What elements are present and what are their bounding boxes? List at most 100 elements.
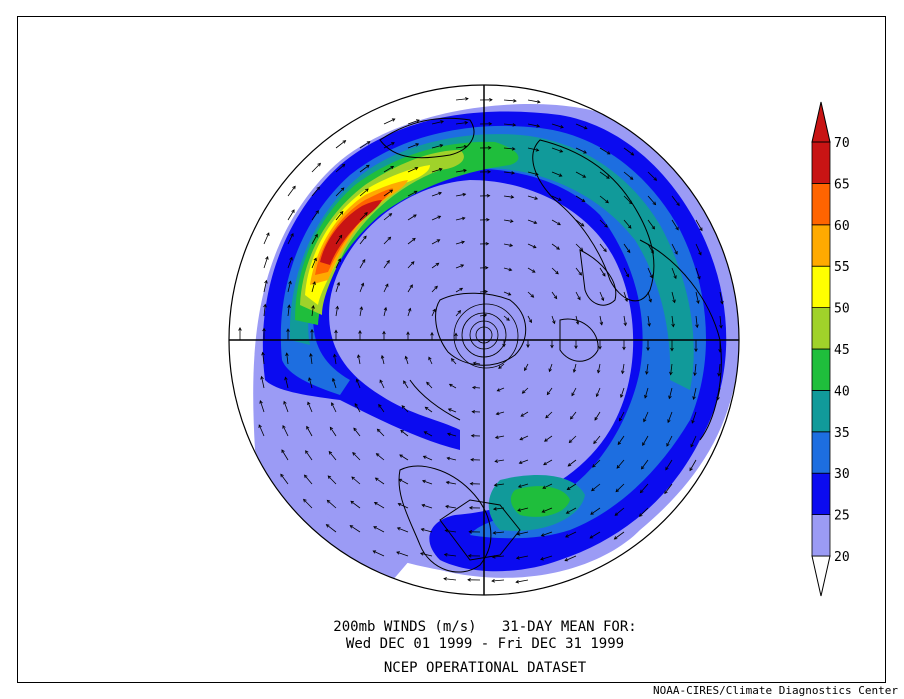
wind-vector	[397, 527, 409, 533]
wind-vector	[332, 378, 337, 389]
wind-vector	[383, 142, 395, 149]
wind-vector	[551, 171, 562, 177]
wind-vector-head	[335, 305, 339, 310]
wind-vector	[287, 257, 293, 269]
wind-vector-head	[630, 152, 635, 156]
wind-vector	[694, 363, 697, 376]
wind-vector-head	[290, 232, 294, 237]
wind-vector-head	[557, 197, 562, 201]
wind-vector	[407, 308, 411, 317]
wind-vector-head	[498, 365, 502, 369]
wind-vector-head	[316, 186, 321, 191]
wind-vector-head	[391, 142, 395, 146]
wind-vector	[503, 99, 517, 102]
wind-vector	[503, 267, 512, 271]
wind-vector-head	[386, 259, 390, 264]
wind-vector	[287, 233, 294, 245]
wind-vector-head	[536, 124, 541, 128]
wind-vector	[642, 435, 649, 446]
wind-vector-head	[337, 258, 341, 262]
wind-vector	[567, 459, 577, 467]
wind-vector	[308, 377, 313, 389]
wind-vector	[263, 232, 270, 245]
wind-vector	[455, 241, 465, 245]
wind-vector-head	[565, 510, 570, 514]
wind-vector	[594, 411, 601, 421]
wind-vector	[407, 167, 418, 173]
colorbar-box	[811, 431, 831, 474]
wind-vector-head	[406, 331, 410, 335]
wind-vector-head	[582, 174, 587, 178]
wind-vector	[551, 147, 563, 153]
wind-vector	[359, 141, 371, 149]
wind-vector-head	[535, 148, 540, 152]
wind-vector-head	[494, 435, 499, 439]
wind-vector	[359, 259, 366, 269]
wind-vector	[383, 189, 393, 197]
wind-vector	[283, 401, 289, 413]
wind-vector	[647, 315, 650, 327]
wind-vector-head	[509, 243, 514, 247]
wind-vector-head	[545, 414, 549, 419]
wind-vector-head	[494, 459, 499, 463]
wind-vector-head	[643, 418, 647, 423]
wind-vector-head	[672, 299, 676, 304]
wind-vector	[589, 531, 601, 539]
wind-vector	[431, 168, 443, 173]
wind-vector-head	[398, 478, 403, 483]
wind-vector-head	[598, 346, 602, 350]
wind-vector	[311, 281, 316, 293]
wind-vector-head	[448, 383, 453, 388]
wind-vector-head	[645, 371, 649, 375]
wind-vector-head	[265, 255, 269, 260]
wind-vector	[311, 210, 319, 221]
wind-vector-head	[519, 436, 524, 441]
wind-vector	[303, 499, 313, 509]
wind-vector-head	[399, 454, 403, 458]
wind-vector	[398, 478, 409, 485]
wind-vector-head	[495, 411, 500, 416]
wind-vector	[423, 455, 433, 461]
wind-vector	[381, 355, 385, 365]
wind-vector	[334, 354, 337, 365]
wind-vector-head	[366, 164, 370, 169]
wind-vector-head	[445, 480, 450, 485]
wind-vector-head	[568, 439, 573, 444]
wind-vector-head	[327, 475, 332, 480]
wind-vector	[503, 243, 513, 247]
wind-vector-head	[415, 143, 420, 147]
wind-vector-head	[444, 529, 449, 533]
wind-vector-head	[462, 192, 467, 197]
wind-vector	[472, 387, 481, 389]
wind-vector	[671, 195, 680, 206]
wind-vector-head	[575, 321, 580, 325]
wind-vector-head	[622, 346, 626, 351]
wind-vector	[575, 171, 586, 178]
wind-vector-head	[646, 347, 650, 351]
wind-vector	[620, 387, 625, 398]
wind-vector	[569, 435, 577, 443]
polar-contours	[453, 303, 519, 369]
wind-vector-head	[668, 395, 672, 400]
wind-vector	[431, 215, 441, 221]
wind-vector-head	[467, 554, 472, 558]
wind-vector-head	[719, 324, 723, 329]
wind-vector	[445, 505, 457, 509]
wind-vector-head	[258, 424, 262, 429]
wind-vector	[377, 428, 385, 437]
wind-vector-head	[590, 511, 594, 515]
wind-vector-head	[596, 369, 601, 374]
colorbar-tick-label: 25	[834, 509, 850, 524]
wind-vector	[551, 243, 560, 250]
wind-vector-head	[574, 345, 578, 350]
wind-vector	[693, 387, 697, 400]
wind-vector-head	[639, 489, 644, 494]
wind-vector-head	[647, 323, 651, 327]
wind-vector	[639, 507, 649, 517]
wind-vector	[623, 147, 634, 156]
wind-vector-head	[569, 416, 574, 420]
colorbar-box	[811, 307, 831, 350]
wind-vector	[353, 427, 361, 437]
wind-vector-head	[689, 467, 693, 472]
wind-vector	[282, 425, 289, 437]
